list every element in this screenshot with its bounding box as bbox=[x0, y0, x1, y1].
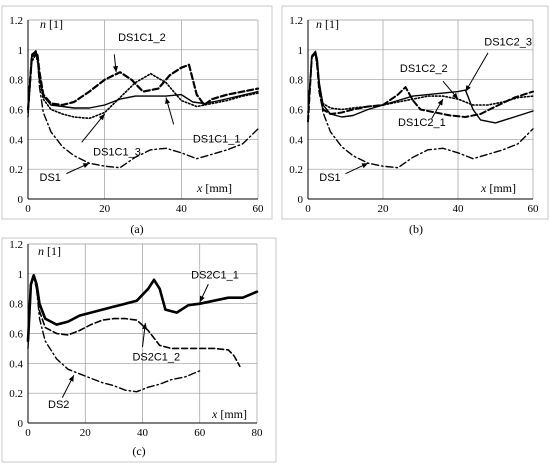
leader-arrowhead bbox=[199, 295, 205, 303]
x-tick-label: 80 bbox=[252, 427, 264, 439]
y-tick-label: 0 bbox=[18, 418, 24, 430]
panel-c-xlabel: x [mm] bbox=[211, 407, 247, 421]
y-tick-label: 1.2 bbox=[9, 15, 23, 27]
x-tick-label: 40 bbox=[176, 203, 188, 215]
panel-b-caption: (b) bbox=[409, 222, 423, 236]
series-line-ds2 bbox=[27, 274, 201, 393]
x-tick-label: 0 bbox=[25, 427, 31, 439]
leader-arrowhead bbox=[82, 163, 90, 168]
series-line-ds2c1-1 bbox=[26, 273, 259, 343]
y-tick-label: 0.2 bbox=[9, 388, 23, 400]
leader-line bbox=[465, 52, 489, 92]
y-tick-label: 0.4 bbox=[9, 134, 23, 146]
series-line-ds1 bbox=[27, 50, 259, 169]
y-tick-label: 1 bbox=[18, 269, 24, 281]
y-tick-label: 0.8 bbox=[9, 299, 23, 311]
x-tick-label: 20 bbox=[99, 203, 111, 215]
series-label-ds1c2-2: DS1C2_2 bbox=[400, 63, 448, 75]
y-tick-label: 0.8 bbox=[289, 75, 303, 87]
y-tick-label: 0.6 bbox=[9, 329, 23, 341]
y-tick-label: 0.2 bbox=[289, 164, 303, 176]
series-label-ds1c1-1: DS1C1_1 bbox=[193, 133, 241, 145]
panel-b-ylabel: n [1] bbox=[316, 17, 339, 31]
x-tick-label: 0 bbox=[25, 203, 31, 215]
panel-b-xlabel: x [mm] bbox=[480, 181, 516, 195]
series-label-ds2c1-1: DS2C1_1 bbox=[191, 269, 239, 281]
panel-c-series bbox=[26, 273, 259, 393]
leader-arrowhead bbox=[98, 114, 105, 121]
series-label-ds1c1-3: DS1C1_3 bbox=[93, 147, 141, 159]
x-tick-label: 0 bbox=[305, 203, 311, 215]
panel-c-caption: (c) bbox=[132, 444, 145, 458]
leader-arrowhead bbox=[142, 323, 148, 330]
y-tick-label: 0 bbox=[298, 194, 304, 206]
leader-arrowhead bbox=[112, 66, 119, 73]
y-tick-label: 1 bbox=[18, 45, 24, 57]
panel-a-labels: DS1C1_2 DS1C1_1 DS1C1_3 DS1 bbox=[40, 32, 241, 184]
x-tick-label: 60 bbox=[528, 203, 540, 215]
y-tick-label: 1 bbox=[298, 45, 304, 57]
panel-b-series bbox=[307, 50, 534, 169]
panel-a-caption: (a) bbox=[130, 222, 143, 236]
series-line-ds1 bbox=[307, 50, 534, 169]
leader-arrowhead bbox=[452, 92, 458, 100]
panel-c-frame bbox=[1, 237, 277, 463]
y-tick-label: 0.8 bbox=[9, 75, 23, 87]
y-tick-label: 0.6 bbox=[289, 105, 303, 117]
series-label-ds2c1-2: DS2C1_2 bbox=[132, 351, 180, 363]
y-tick-label: 0.6 bbox=[9, 105, 23, 117]
series-label-ds1c1-2: DS1C1_2 bbox=[118, 32, 166, 44]
leader-arrowhead bbox=[361, 163, 368, 169]
y-tick-label: 0 bbox=[18, 194, 24, 206]
x-tick-label: 60 bbox=[253, 203, 265, 215]
x-tick-label: 60 bbox=[194, 427, 206, 439]
panel-a-frame bbox=[1, 5, 273, 220]
series-label-ds1: DS1 bbox=[40, 172, 61, 184]
y-tick-label: 0.2 bbox=[9, 164, 23, 176]
panel-a-ylabel: n [1] bbox=[40, 17, 63, 31]
panel-b-labels: DS1C2_3 DS1C2_2 DS1C2_1 DS1 bbox=[319, 36, 532, 184]
series-label-ds1c2-1: DS1C2_1 bbox=[398, 117, 446, 129]
panel-c-ylabel: n [1] bbox=[38, 244, 61, 258]
leader-arrowhead bbox=[465, 85, 471, 92]
leader-arrowhead bbox=[437, 99, 443, 106]
x-tick-label: 20 bbox=[80, 427, 92, 439]
panel-c-grid: 0 20 40 60 80 0 0.2 0.4 0.6 0.8 1 1.2 bbox=[9, 239, 263, 439]
panel-a-grid: 0 20 40 60 0 0.2 0.4 0.6 0.8 1 1.2 bbox=[9, 15, 264, 215]
y-tick-label: 1.2 bbox=[289, 15, 303, 27]
x-tick-label: 40 bbox=[453, 203, 465, 215]
x-tick-label: 40 bbox=[137, 427, 149, 439]
series-label-ds1: DS1 bbox=[319, 172, 340, 184]
series-label-ds2: DS2 bbox=[48, 399, 69, 411]
y-tick-label: 0.4 bbox=[9, 358, 23, 370]
panel-c-labels: DS2C1_1 DS2C1_2 DS2 bbox=[48, 269, 239, 411]
panel-a-xlabel: x [mm] bbox=[196, 181, 232, 195]
leader-arrowhead bbox=[68, 375, 74, 382]
y-tick-label: 0.4 bbox=[289, 134, 303, 146]
y-tick-label: 1.2 bbox=[9, 239, 23, 251]
series-line-ds1c2-1 bbox=[307, 51, 534, 123]
leader-line bbox=[81, 113, 106, 143]
panel-a-series bbox=[26, 50, 260, 169]
leader-arrowhead bbox=[165, 97, 171, 104]
x-tick-label: 20 bbox=[378, 203, 390, 215]
series-label-ds1c2-3: DS1C2_3 bbox=[484, 36, 532, 48]
